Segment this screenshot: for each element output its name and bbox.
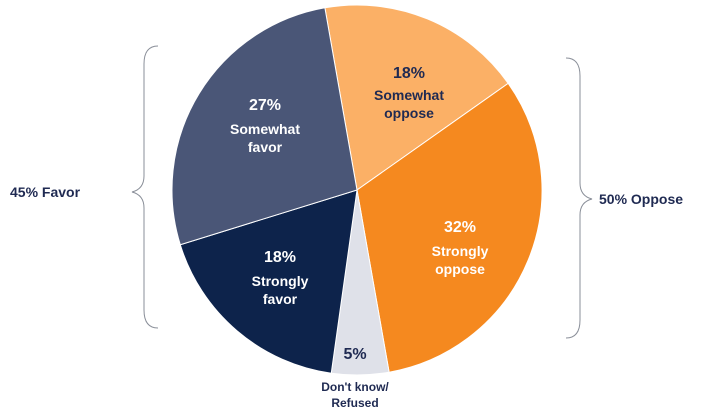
slice-labels: 18% Somewhat oppose 32% Strongly oppose 5% Don'… [230,65,489,410]
favor-bracket [131,45,159,329]
oppose-bracket [565,57,593,339]
slice-category-label: Strongly [432,243,489,259]
pie-slices [171,4,543,376]
slice-percent-label: 18% [264,249,296,266]
slice-category-label: favor [263,291,298,307]
slice-percent-label: 5% [343,346,366,363]
slice-category-label: oppose [384,105,434,121]
slice-category-label: favor [248,139,283,155]
oppose-group-label: 50% Oppose [599,191,683,207]
slice-percent-label: 32% [444,219,476,236]
pie-slice-somewhat-oppose [324,4,509,191]
pie-slice-strongly-favor [179,189,358,374]
slice-category-label: Somewhat [374,87,444,103]
slice-percent-label: 27% [249,97,281,114]
slice-category-label: Don't know/ [321,380,389,394]
slice-category-label: Refused [331,396,378,410]
slice-percent-label: 18% [393,65,425,82]
slice-category-label: Somewhat [230,121,300,137]
slice-category-label: oppose [435,261,485,277]
favor-group-label: 45% Favor [10,184,81,200]
slice-category-label: Strongly [252,273,309,289]
pie-slice-somewhat-favor [171,7,358,246]
pie-slice-strongly-oppose [356,82,543,373]
